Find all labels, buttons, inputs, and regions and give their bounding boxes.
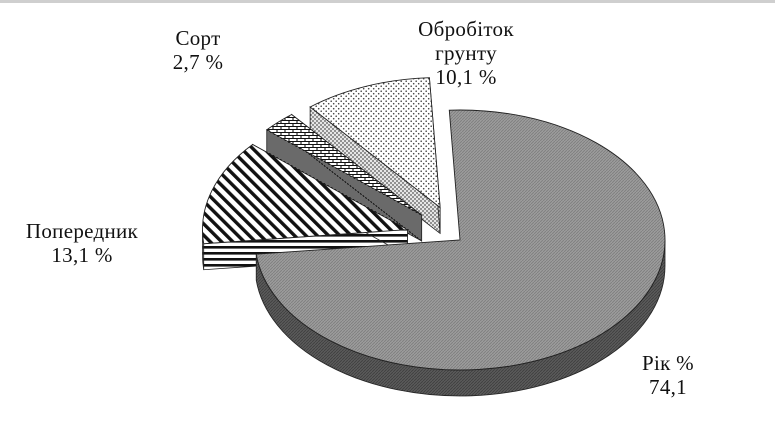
slice-label-Сорт: Сорт 2,7 % bbox=[173, 26, 224, 74]
pie-slice-Сорт bbox=[265, 113, 423, 242]
slice-label-Обробіток-грунту: Обробіток грунту 10,1 % bbox=[418, 17, 514, 89]
pie-slice-top bbox=[202, 143, 410, 245]
slice-label-line: Попередник bbox=[26, 219, 139, 243]
slice-label-Попередник: Попередник 13,1 % bbox=[26, 219, 139, 267]
pie-slice-top bbox=[255, 109, 666, 371]
top-border bbox=[0, 0, 775, 3]
pie-slice-Рік bbox=[255, 109, 666, 397]
labels-layer: Рік % 74,1 Попередник 13,1 % Сорт 2,7 % Обробі… bbox=[26, 17, 694, 399]
slices-layer bbox=[202, 77, 666, 397]
slice-label-line: 74,1 bbox=[649, 375, 687, 399]
slice-label-Рік: Рік % 74,1 bbox=[642, 351, 694, 399]
slice-label-line: 10,1 % bbox=[435, 65, 496, 89]
pie-slice-Попередник bbox=[202, 143, 410, 271]
pie-slice-top bbox=[309, 77, 441, 209]
pie-slice-top bbox=[265, 113, 422, 216]
slice-label-line: 2,7 % bbox=[173, 50, 224, 74]
slice-label-line: Сорт bbox=[175, 26, 220, 50]
pie-slice-Обробіток-грунту bbox=[309, 77, 441, 235]
slice-label-line: 13,1 % bbox=[51, 243, 112, 267]
slice-label-line: грунту bbox=[435, 41, 497, 65]
slice-label-line: Рік % bbox=[642, 351, 694, 375]
slice-label-line: Обробіток bbox=[418, 17, 514, 41]
